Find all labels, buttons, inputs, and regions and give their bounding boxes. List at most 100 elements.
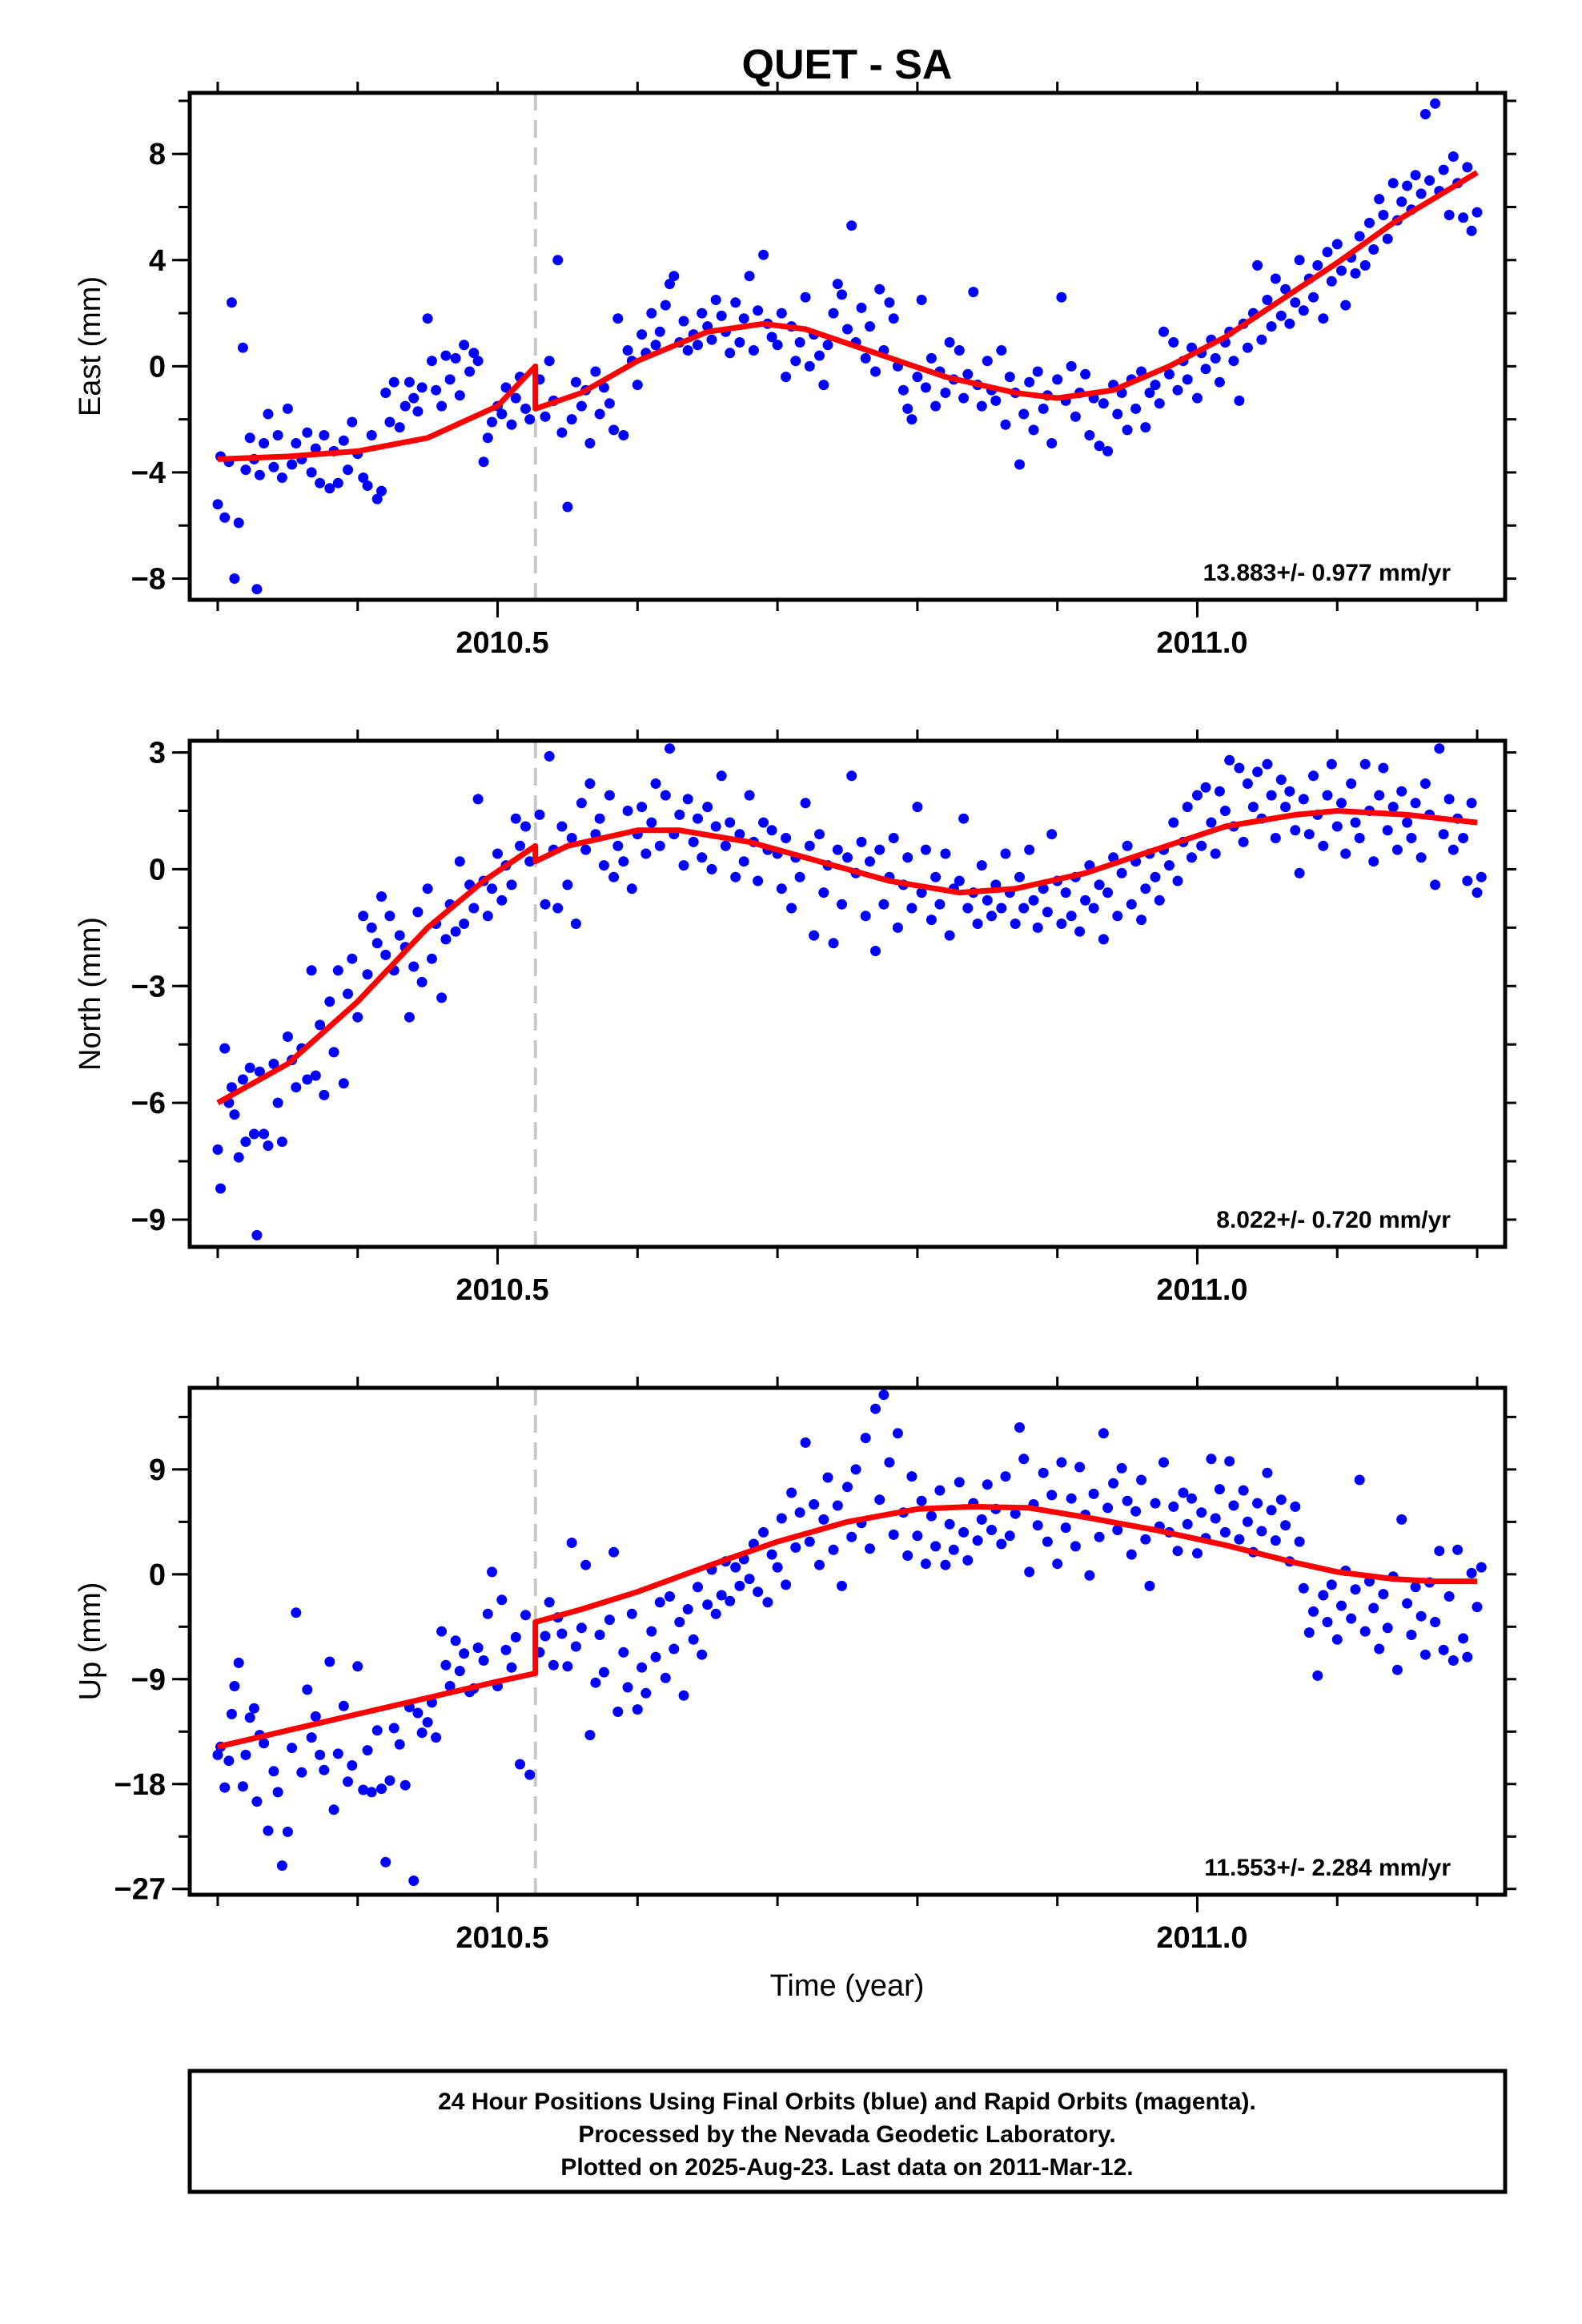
data-point [1308,1606,1319,1617]
data-point [251,584,263,595]
data-point [822,1472,833,1483]
data-point [1378,1589,1389,1600]
data-point [454,856,465,867]
data-point [1108,1478,1119,1489]
data-point [888,1529,899,1540]
data-point [678,1690,689,1701]
data-point [632,380,643,391]
data-point [496,408,508,420]
data-point [976,1514,987,1525]
data-point [1275,310,1287,321]
data-point [552,255,564,266]
data-point [1186,852,1197,863]
data-point [1122,1495,1133,1506]
data-point [1336,798,1347,809]
data-point [1402,817,1413,828]
model-line [216,808,1478,1106]
data-point [1140,1534,1151,1545]
data-point [248,1703,259,1714]
data-point [384,1775,396,1786]
x-tick-label: 2011.0 [1156,626,1247,660]
data-point [1298,794,1309,805]
x-tick-label: 2010.5 [456,1921,548,1955]
data-point [762,1597,773,1608]
data-point [328,1804,339,1815]
data-point [1247,802,1259,813]
data-point [618,856,629,867]
data-point [366,922,377,933]
caption-line-1: 24 Hour Positions Using Final Orbits (bl… [438,2089,1256,2115]
data-point [244,1062,255,1073]
data-point [440,934,452,945]
data-point [738,856,749,867]
data-point [412,1707,424,1719]
data-point [594,1630,605,1640]
data-point [693,340,703,351]
data-point [1038,403,1049,414]
data-point [962,368,974,380]
data-point [832,279,843,290]
data-point [1014,871,1025,883]
data-point [276,1136,287,1148]
data-point [1116,867,1127,879]
data-point [520,821,531,832]
data-point [544,750,555,762]
data-point [954,875,965,887]
data-point [1331,821,1343,832]
data-point [219,512,231,523]
data-point [1256,334,1267,345]
data-point [1234,1534,1245,1545]
data-point [440,1659,452,1671]
data-point [1150,1498,1161,1509]
data-point [332,965,343,976]
data-point [1242,778,1253,789]
data-point [1102,445,1114,456]
data-point [343,988,353,999]
data-point [276,1860,287,1872]
panel-1: 2010.5 2011.0 −8 −4 0 4 8 East (mm) 13.883+/- 0.… [74,82,1516,660]
data-point [259,1128,270,1140]
data-point [870,946,881,956]
data-point [229,573,240,584]
data-point [1234,395,1245,406]
data-point [1038,1467,1049,1478]
data-point [212,1144,223,1155]
y-tick-label: 0 [149,853,166,887]
data-point [1476,1562,1487,1573]
data-point [492,848,503,859]
data-point [669,271,680,282]
data-point [598,382,609,393]
data-point [1476,871,1487,883]
data-point [1406,1630,1417,1640]
data-point [556,1628,568,1639]
data-point [215,1183,226,1194]
data-point [384,911,396,922]
data-point [1430,879,1441,891]
y-axis-label: Up (mm) [74,1582,107,1701]
data-point [902,1550,913,1561]
data-point [622,345,633,356]
y-tick-label: −18 [114,1768,166,1802]
data-point [1028,895,1039,906]
data-point [1024,844,1035,855]
data-point [794,337,805,348]
data-point [930,871,942,883]
data-point [906,1471,917,1482]
data-point [753,875,764,887]
data-point [1164,860,1174,871]
caption-frame [187,2069,1508,2194]
figure-title: QUET - SA [742,42,953,88]
data-point [902,852,913,863]
data-point [240,464,251,476]
data-point [1378,210,1389,220]
data-point [376,485,387,497]
data-point [562,1661,573,1672]
data-point [1224,1456,1235,1467]
data-point [259,438,270,448]
data-point [487,883,497,895]
data-point [1382,825,1393,836]
data-point [1192,790,1203,801]
y-axis-label: East (mm) [74,276,107,416]
data-point [240,1749,251,1760]
data-point [1402,1598,1413,1609]
